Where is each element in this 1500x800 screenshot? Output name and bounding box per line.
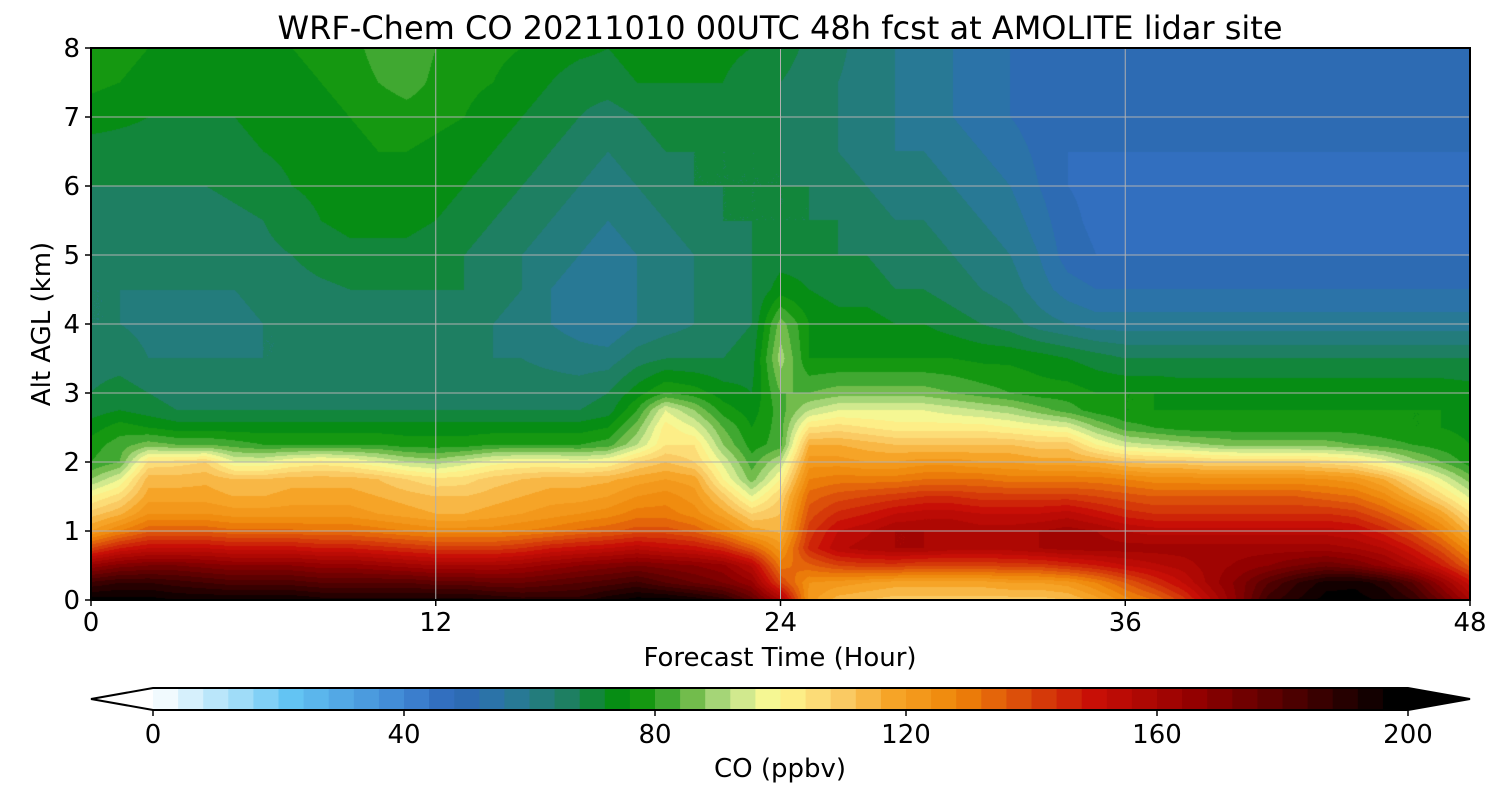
- y-tick-label: 2: [63, 448, 80, 478]
- colorbar-segment: [956, 688, 982, 710]
- colorbar-extend-low: [91, 688, 153, 710]
- y-tick-label: 5: [63, 241, 80, 271]
- colorbar-segment: [1357, 688, 1384, 710]
- x-axis-ticks: 0 12 24 36 48: [83, 600, 1487, 638]
- colorbar-segment: [680, 688, 706, 710]
- colorbar-segment: [479, 688, 505, 710]
- colorbar-tick-label: 40: [387, 720, 420, 750]
- colorbar-segment: [454, 688, 480, 710]
- colorbar-segment: [1232, 688, 1258, 710]
- colorbar-segment: [780, 688, 807, 710]
- colorbar-segments: [153, 688, 1409, 710]
- y-tick-label: 7: [63, 103, 80, 133]
- colorbar-segment: [1332, 688, 1359, 710]
- colorbar-segment: [1106, 688, 1133, 710]
- colorbar-segment: [378, 688, 405, 710]
- x-tick-label: 36: [1109, 608, 1142, 638]
- colorbar: 0 40 80 120 160 200 CO (ppbv): [90, 687, 1471, 784]
- colorbar-segment: [906, 688, 932, 710]
- x-tick-label: 48: [1453, 608, 1486, 638]
- colorbar-segment: [228, 688, 254, 710]
- colorbar-segment: [328, 688, 355, 710]
- colorbar-segment: [303, 688, 330, 710]
- colorbar-segment: [178, 688, 204, 710]
- colorbar-segment: [1006, 688, 1033, 710]
- colorbar-segment: [579, 688, 606, 710]
- colorbar-ticks: 0 40 80 120 160 200: [145, 710, 1433, 750]
- colorbar-segment: [203, 688, 229, 710]
- colorbar-segment: [730, 688, 756, 710]
- colorbar-tick-label: 200: [1383, 720, 1433, 750]
- colorbar-segment: [529, 688, 556, 710]
- colorbar-segment: [1081, 688, 1108, 710]
- y-tick-label: 4: [63, 310, 80, 340]
- colorbar-segment: [253, 688, 280, 710]
- colorbar-tick-label: 80: [638, 720, 671, 750]
- colorbar-tick-label: 120: [881, 720, 931, 750]
- colorbar-segment: [880, 688, 907, 710]
- colorbar-segment: [655, 688, 681, 710]
- colorbar-segment: [1056, 688, 1083, 710]
- colorbar-segment: [755, 688, 782, 710]
- colorbar-segment: [830, 688, 857, 710]
- colorbar-label: CO (ppbv): [714, 754, 846, 784]
- colorbar-extend-high: [1408, 688, 1470, 710]
- colorbar-segment: [855, 688, 882, 710]
- x-tick-label: 24: [764, 608, 797, 638]
- colorbar-segment: [1207, 688, 1233, 710]
- y-tick-label: 0: [63, 586, 80, 616]
- colorbar-segment: [1382, 688, 1409, 710]
- colorbar-tick-label: 160: [1132, 720, 1182, 750]
- y-axis-label: Alt AGL (km): [27, 242, 57, 406]
- colorbar-segment: [504, 688, 531, 710]
- colorbar-segment: [278, 688, 305, 710]
- colorbar-segment: [931, 688, 957, 710]
- colorbar-segment: [404, 688, 430, 710]
- colorbar-segment: [805, 688, 832, 710]
- colorbar-segment: [1031, 688, 1058, 710]
- colorbar-segment: [153, 688, 179, 710]
- colorbar-segment: [554, 688, 581, 710]
- y-tick-label: 3: [63, 379, 80, 409]
- colorbar-segment: [981, 688, 1007, 710]
- colorbar-segment: [1257, 688, 1284, 710]
- colorbar-segment: [1157, 688, 1183, 710]
- colorbar-segment: [1282, 688, 1309, 710]
- chart-title: WRF-Chem CO 20211010 00UTC 48h fcst at A…: [277, 9, 1282, 47]
- colorbar-segment: [705, 688, 731, 710]
- colorbar-segment: [629, 688, 656, 710]
- y-tick-label: 1: [63, 517, 80, 547]
- colorbar-segment: [429, 688, 455, 710]
- x-axis-label: Forecast Time (Hour): [643, 643, 916, 673]
- colorbar-segment: [1182, 688, 1208, 710]
- colorbar-segment: [1307, 688, 1334, 710]
- y-tick-label: 8: [63, 34, 80, 64]
- colorbar-segment: [353, 688, 380, 710]
- x-tick-label: 0: [83, 608, 100, 638]
- y-tick-label: 6: [63, 172, 80, 202]
- colorbar-segment: [1131, 688, 1158, 710]
- colorbar-tick-label: 0: [145, 720, 162, 750]
- colorbar-segment: [604, 688, 631, 710]
- x-tick-label: 12: [419, 608, 452, 638]
- y-axis-ticks: 0 1 2 3 4 5 6 7 8: [63, 34, 91, 616]
